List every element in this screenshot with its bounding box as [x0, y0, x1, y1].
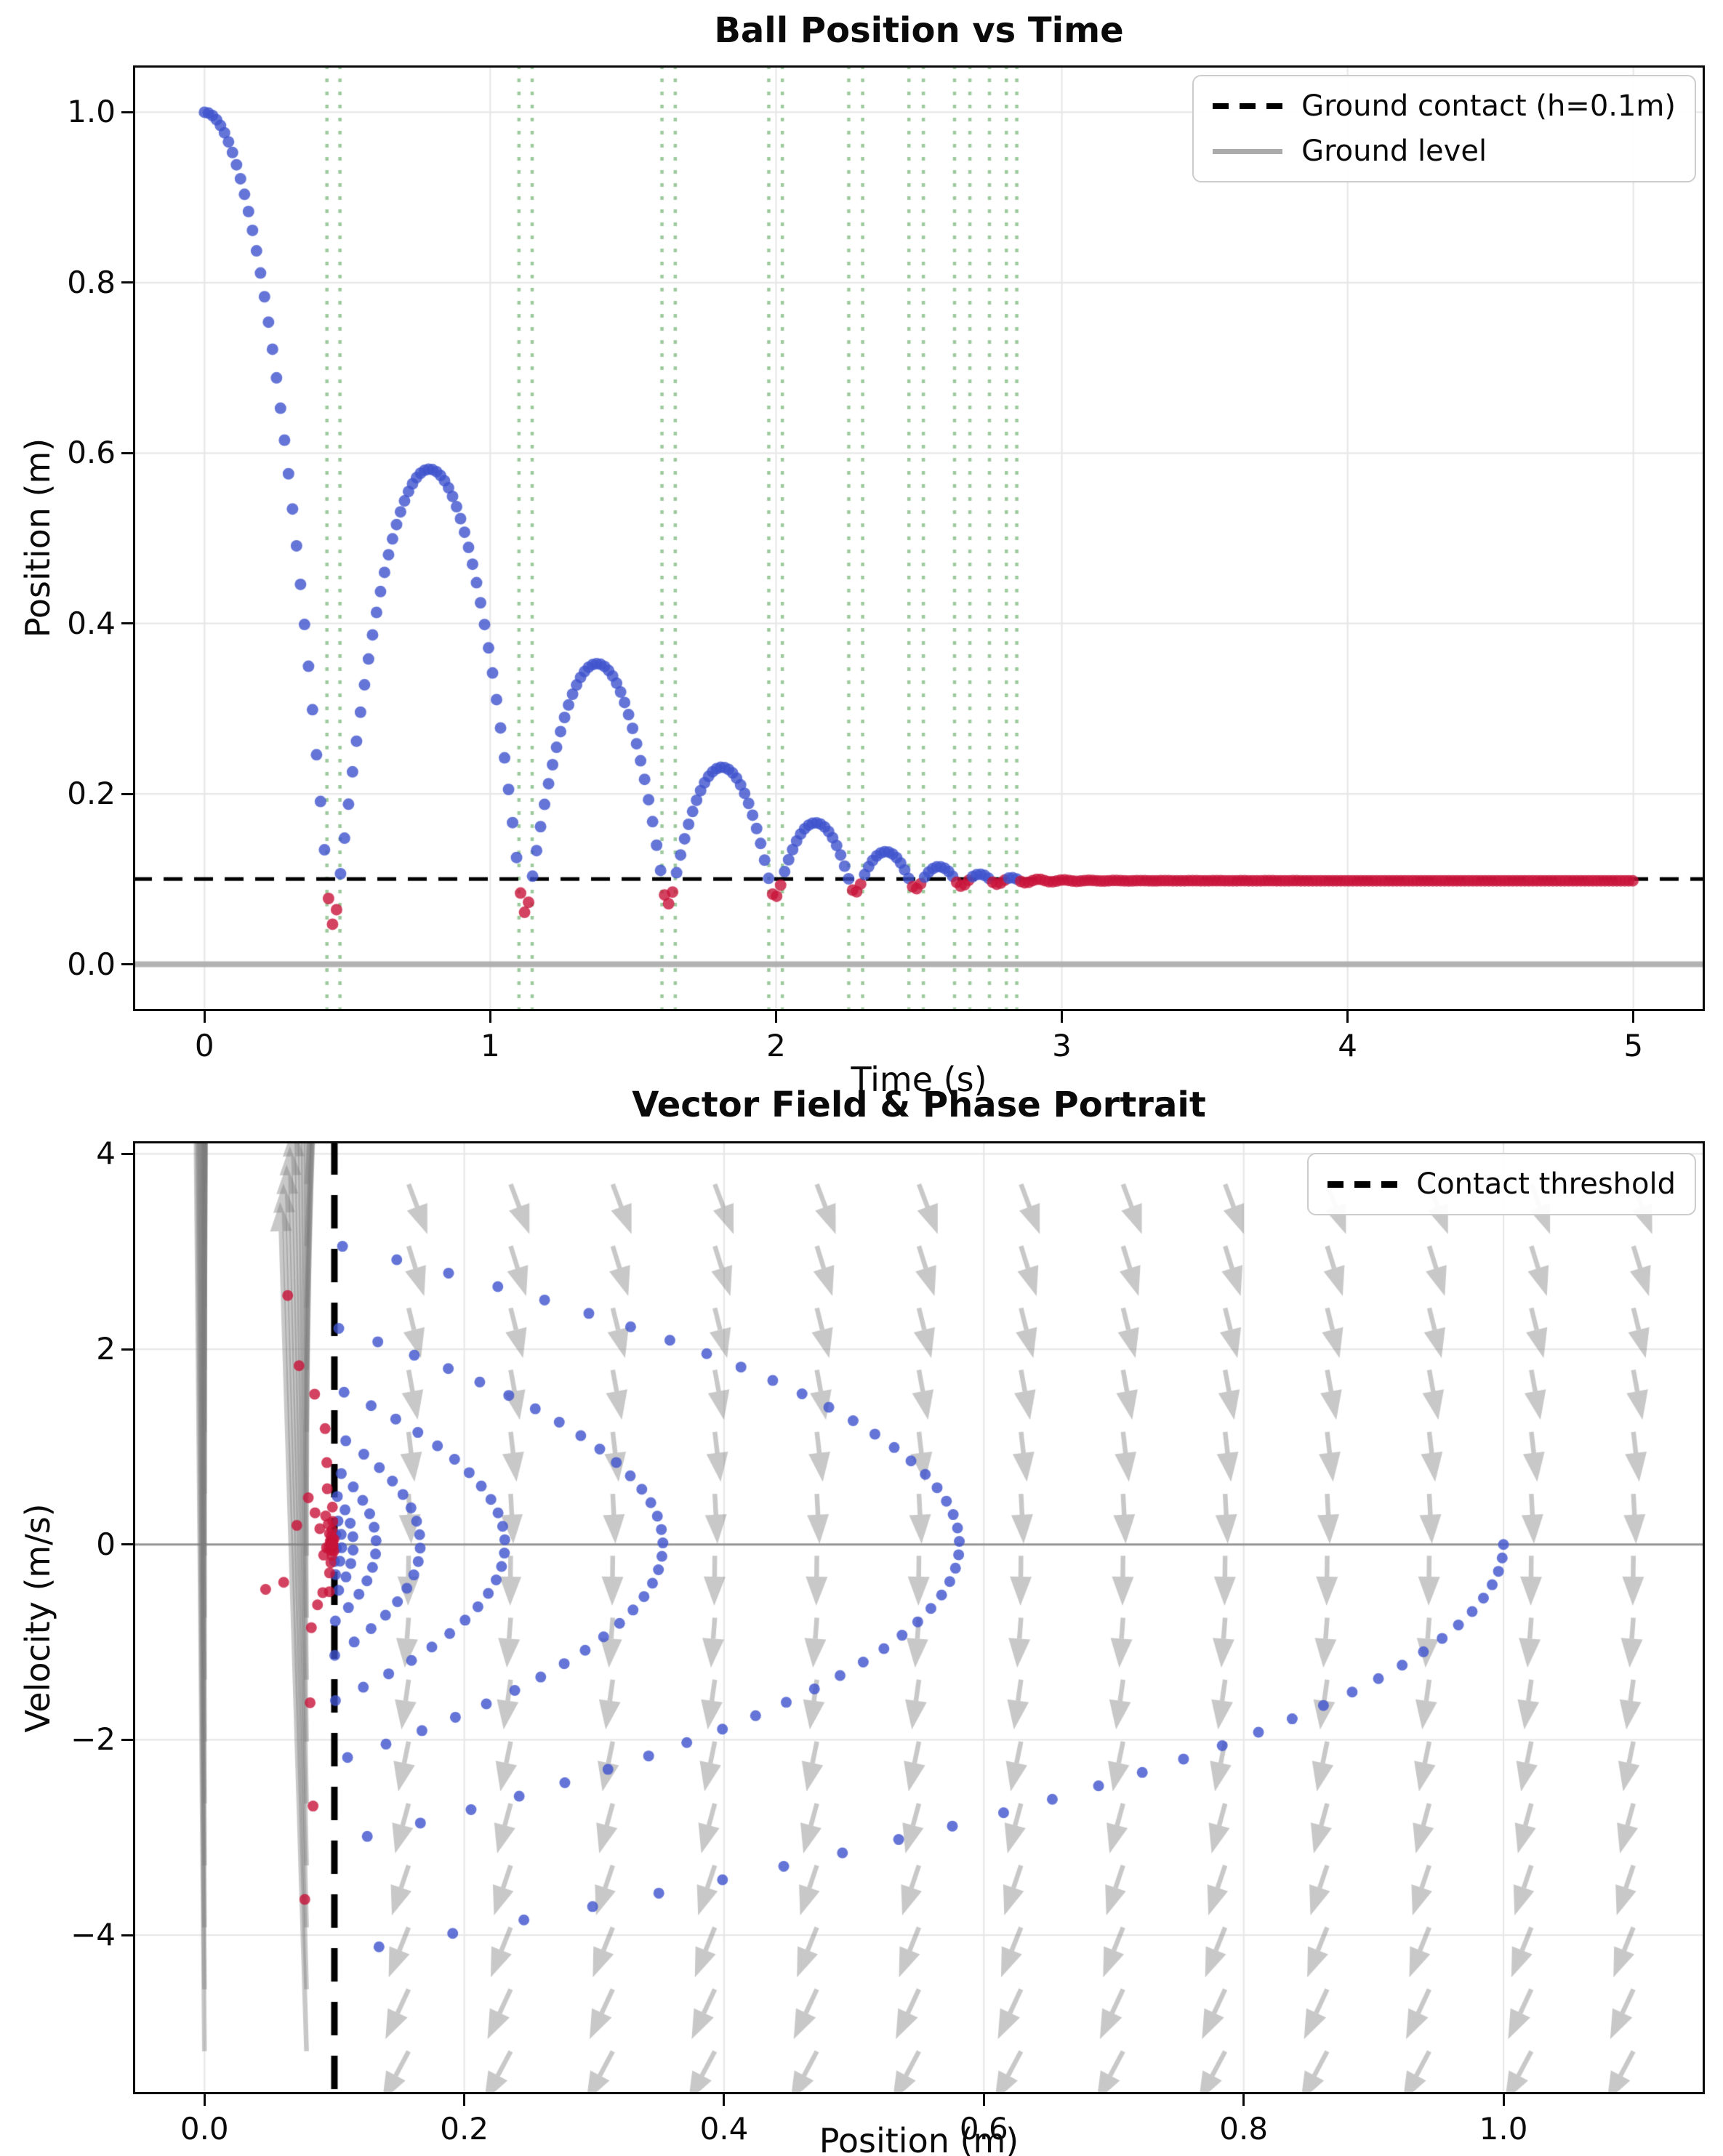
position-time-y-tick-label: 0.6 — [67, 435, 116, 471]
phase-portrait-legend: Contact threshold — [1307, 1153, 1696, 1215]
phase-portrait-x-tick-label: 0.8 — [1219, 2111, 1269, 2147]
position-time-y-tick-label: 0.4 — [67, 605, 116, 641]
position-time-x-tick-label: 2 — [766, 1028, 786, 1063]
phase-portrait-y-tick-label: 2 — [96, 1331, 116, 1367]
position-time-x-tick-label: 3 — [1052, 1028, 1072, 1063]
phase-portrait-x-tick-mark — [982, 2094, 985, 2106]
phase-portrait-x-tick-label: 0.6 — [959, 2111, 1008, 2147]
phase-portrait-y-tick-label: −4 — [71, 1917, 116, 1953]
phase-portrait-x-tick-label: 1.0 — [1479, 2111, 1528, 2147]
phase-portrait-y-tick-mark — [121, 1152, 133, 1155]
phase-portrait-plot-canvas — [133, 1141, 1705, 2094]
position-time-legend: Ground contact (h=0.1m) Ground level — [1192, 75, 1696, 182]
position-time-y-tick-mark — [121, 792, 133, 795]
phase-portrait-y-tick-label: −2 — [71, 1721, 116, 1758]
position-time-x-tick-mark — [489, 1011, 491, 1023]
phase-portrait-x-tick-mark — [1502, 2094, 1505, 2106]
legend-label-contact-threshold: Contact threshold — [1416, 1167, 1676, 1201]
position-time-y-tick-mark — [121, 963, 133, 966]
position-time-x-tick-mark — [203, 1011, 206, 1023]
position-time-y-tick-label: 0.2 — [67, 776, 116, 812]
phase-portrait-chart-title: Vector Field & Phase Portrait — [632, 1085, 1206, 1125]
position-time-y-tick-label: 1.0 — [67, 94, 116, 130]
position-time-x-tick-label: 4 — [1338, 1028, 1357, 1063]
position-time-y-tick-mark — [121, 451, 133, 454]
position-time-y-tick-mark — [121, 622, 133, 625]
solid-line-sample-icon — [1213, 148, 1283, 154]
phase-portrait-x-tick-label: 0.2 — [440, 2111, 489, 2147]
legend-label-ground-level: Ground level — [1301, 134, 1487, 168]
position-time-y-tick-label: 0.0 — [67, 946, 116, 982]
phase-portrait-y-tick-mark — [121, 1348, 133, 1351]
phase-portrait-y-tick-mark — [121, 1738, 133, 1741]
position-time-xlabel: Time (s) — [851, 1060, 987, 1099]
phase-portrait-x-tick-mark — [1242, 2094, 1245, 2106]
phase-portrait-x-tick-mark — [723, 2094, 726, 2106]
position-time-x-tick-label: 1 — [480, 1028, 500, 1063]
position-time-y-tick-mark — [121, 281, 133, 284]
position-time-x-tick-mark — [774, 1011, 777, 1023]
position-time-plot-canvas — [133, 65, 1705, 1011]
phase-portrait-y-tick-mark — [121, 1543, 133, 1546]
position-time-chart-title: Ball Position vs Time — [714, 10, 1124, 51]
phase-portrait-x-tick-mark — [203, 2094, 206, 2106]
phase-portrait-x-tick-label: 0.0 — [180, 2111, 229, 2147]
legend-row-ground-contact: Ground contact (h=0.1m) — [1213, 89, 1676, 123]
position-time-y-tick-label: 0.8 — [67, 264, 116, 300]
dashed-line-sample-icon — [1328, 1180, 1398, 1188]
phase-portrait-xlabel: Position (m) — [819, 2121, 1019, 2156]
phase-portrait-x-tick-mark — [463, 2094, 466, 2106]
position-time-x-tick-mark — [1346, 1011, 1349, 1023]
legend-row-contact-threshold: Contact threshold — [1328, 1167, 1676, 1201]
legend-label-ground-contact: Ground contact (h=0.1m) — [1301, 89, 1676, 123]
position-time-x-tick-mark — [1632, 1011, 1635, 1023]
dashed-line-sample-icon — [1213, 103, 1283, 109]
phase-portrait-x-tick-label: 0.4 — [699, 2111, 749, 2147]
position-time-x-tick-label: 0 — [194, 1028, 214, 1063]
position-time-x-tick-mark — [1061, 1011, 1064, 1023]
legend-row-ground-level: Ground level — [1213, 134, 1676, 168]
phase-portrait-y-tick-mark — [121, 1934, 133, 1936]
position-time-y-tick-mark — [121, 110, 133, 113]
phase-portrait-y-tick-label: 4 — [96, 1135, 116, 1172]
phase-portrait-y-tick-label: 0 — [96, 1526, 116, 1562]
position-time-x-tick-label: 5 — [1623, 1028, 1644, 1063]
